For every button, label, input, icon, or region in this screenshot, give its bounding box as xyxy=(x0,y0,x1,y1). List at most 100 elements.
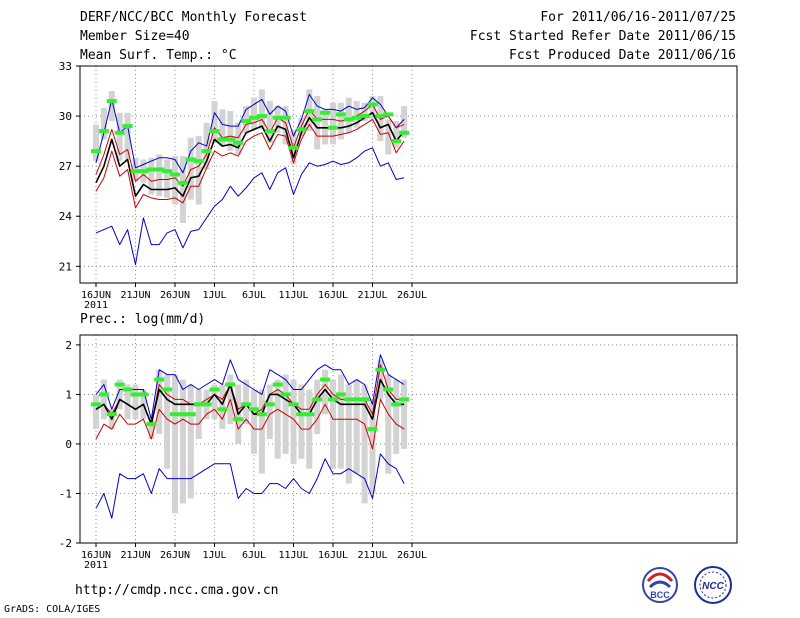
x-tick-label: 16JUL xyxy=(318,550,348,561)
spread-bar xyxy=(401,106,408,138)
observed-marker xyxy=(162,169,173,174)
observed-marker xyxy=(209,129,220,134)
spread-bar xyxy=(187,384,194,499)
spread-bar xyxy=(243,379,250,425)
observed-marker xyxy=(391,402,402,407)
observed-marker xyxy=(249,115,259,120)
x-tick-label: 21JUL xyxy=(357,290,387,301)
observed-marker xyxy=(154,167,165,172)
panel-title: Prec.: log(mm/d) xyxy=(80,312,205,327)
spread-bar xyxy=(156,154,163,197)
observed-marker xyxy=(375,367,386,372)
observed-marker xyxy=(296,127,307,132)
spread-bar xyxy=(187,137,194,200)
header-right: For 2011/06/16-2011/07/25 Fcst Started R… xyxy=(470,10,736,67)
series-lower-line xyxy=(95,118,405,209)
spread-bar xyxy=(108,91,115,122)
x-tick-label: 26JUL xyxy=(397,550,427,561)
observed-marker xyxy=(193,402,204,407)
observed-marker xyxy=(335,112,346,117)
y-tick-label: 27 xyxy=(59,160,72,173)
observed-marker xyxy=(122,124,133,129)
observed-marker xyxy=(130,392,141,397)
spread-bar xyxy=(314,379,321,435)
chart-title: DERF/NCC/BCC Monthly Forecast xyxy=(80,10,307,25)
spread-bar xyxy=(361,384,368,504)
observed-marker xyxy=(343,397,354,402)
spread-bar xyxy=(219,109,226,147)
observed-marker xyxy=(106,412,117,417)
observed-marker xyxy=(328,397,338,402)
source-url[interactable]: http://cmdp.ncc.cma.gov.cn xyxy=(75,583,279,598)
spread-bar xyxy=(385,119,392,155)
observed-marker xyxy=(241,402,252,407)
y-tick-label: 2 xyxy=(65,339,72,352)
observed-marker xyxy=(367,102,378,107)
spread-bar xyxy=(132,384,139,420)
x-tick-label: 16JUL xyxy=(318,290,348,301)
observed-marker xyxy=(304,412,315,417)
observed-marker xyxy=(98,392,109,397)
spread-bar xyxy=(337,374,344,469)
observed-marker xyxy=(391,139,402,144)
chart-panel-1: 21 24 27 30 33 16JUN 21JUN 26JUN 1JUL 6JUL 11JUL 16… xyxy=(59,60,738,311)
observed-marker xyxy=(288,402,299,407)
observed-marker xyxy=(312,117,323,122)
spread-bar xyxy=(361,102,368,122)
y-tick-label: 30 xyxy=(59,110,72,123)
observed-marker xyxy=(225,137,236,142)
spread-bar xyxy=(227,111,234,152)
observed-marker xyxy=(91,149,101,154)
header-left: DERF/NCC/BCC Monthly Forecast Member Siz… xyxy=(80,10,307,67)
spread-bar xyxy=(290,379,297,464)
spread-bar xyxy=(100,379,107,420)
observed-marker xyxy=(383,387,394,392)
spread-bar xyxy=(322,369,329,415)
observed-marker xyxy=(217,407,228,412)
spread-bar xyxy=(393,121,400,148)
spread-bar xyxy=(124,112,131,160)
observed-marker xyxy=(170,412,180,417)
spread-bar xyxy=(164,159,171,198)
spread-bar xyxy=(345,384,352,484)
forecast-period: For 2011/06/16-2011/07/25 xyxy=(540,10,736,25)
x-tick-label: 21JUN xyxy=(120,290,150,301)
spread-bar xyxy=(164,374,171,469)
observed-marker xyxy=(288,145,299,150)
observed-marker xyxy=(359,397,370,402)
observed-marker xyxy=(177,412,188,417)
observed-marker xyxy=(98,129,109,134)
spread-bar xyxy=(298,384,305,459)
spread-bar xyxy=(195,136,202,205)
ncc-logo: NCC xyxy=(694,566,732,604)
observed-marker xyxy=(193,159,204,164)
spread-bar xyxy=(251,97,257,130)
spread-bar xyxy=(100,107,107,140)
observed-marker xyxy=(383,112,394,117)
spread-bar xyxy=(172,374,178,514)
observed-marker xyxy=(185,412,196,417)
spread-bar xyxy=(385,374,392,474)
observed-marker xyxy=(130,169,141,174)
spread-bar xyxy=(148,157,155,195)
x-tick-label: 6JUL xyxy=(242,550,266,561)
series-max-line xyxy=(95,354,405,420)
spread-bar xyxy=(124,384,131,420)
observed-marker xyxy=(138,169,149,174)
spread-bar xyxy=(330,379,336,469)
observed-marker xyxy=(375,114,386,119)
ncc-logo-text: NCC xyxy=(702,581,724,592)
observed-marker xyxy=(367,427,378,432)
y-tick-label: 1 xyxy=(65,388,72,401)
spread-bar xyxy=(156,369,163,435)
variable-label: Mean Surf. Temp.: °C xyxy=(80,48,237,63)
observed-marker xyxy=(154,377,165,382)
observed-marker xyxy=(264,402,275,407)
spread-bar xyxy=(401,379,408,449)
observed-marker xyxy=(256,412,267,417)
spread-bar xyxy=(148,419,155,439)
observed-marker xyxy=(114,130,125,135)
plot-frame xyxy=(79,334,738,544)
series-mean-line xyxy=(95,111,405,197)
y-tick-label: -1 xyxy=(59,487,72,500)
